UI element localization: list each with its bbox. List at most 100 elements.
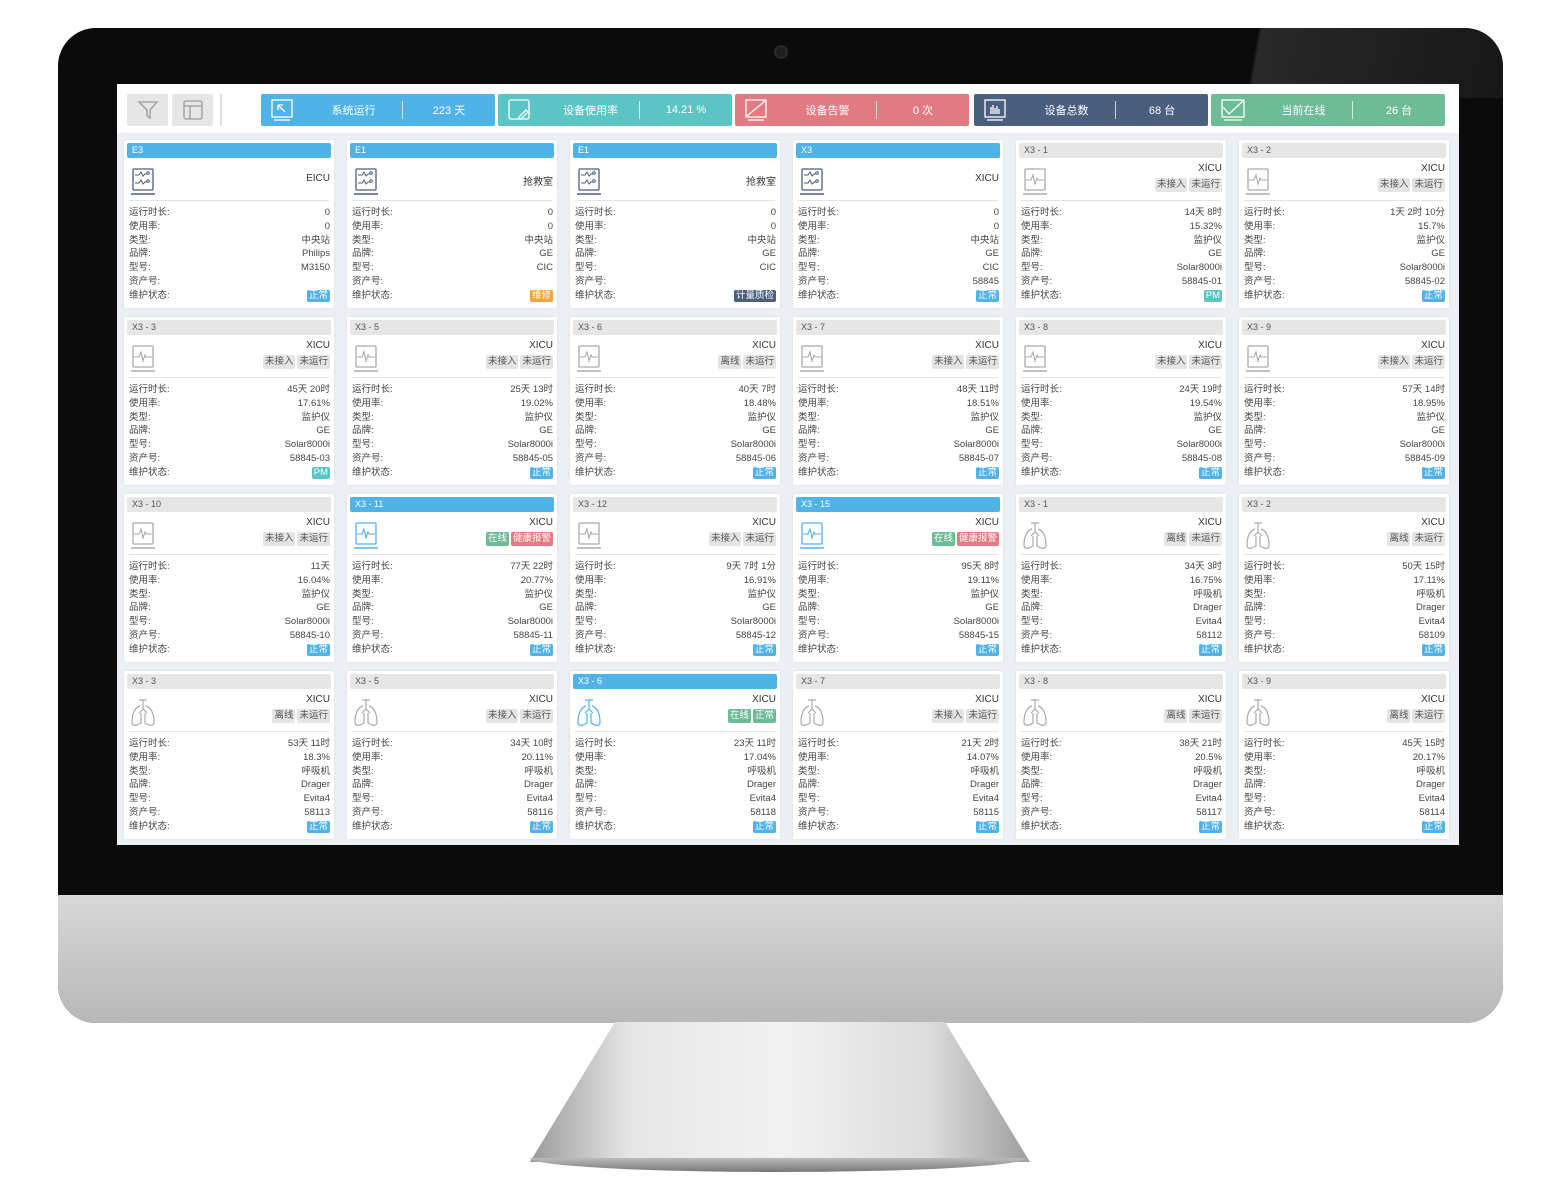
card-fields: 运行时长: 34天 10时 使用率: 20.11% 类型: 呼吸机 品牌: Drager 型号:… [352,737,553,834]
field-row: 使用率: 18.48% [575,397,776,411]
layout-button[interactable] [172,94,213,126]
card-fields: 运行时长: 0 使用率: 0 类型: 中央站 品牌: GE 型号: CIC 资产号: 维护状态: 维修 [352,206,553,303]
device-card[interactable]: E1 抢救室 运行时长: 0 使用率: 0 类型: 中央站 品牌: GE 型号: CIC 资产号: 维护状… [570,140,780,308]
field-row: 资产号: 58845-02 [1244,275,1445,289]
field-row: 型号: Solar8000i [1021,261,1222,275]
device-card[interactable]: X3 - 2 XICU 离线 未运行 运行时长: 50天 15时 使用率: 17.11% 类型:… [1239,494,1449,662]
field-value: 34天 10时 [510,738,553,749]
field-value: 58845 [972,275,999,287]
stat-label: 当前在线 [1281,105,1326,117]
device-card[interactable]: X3 - 8 XICU 未接入 未运行 运行时长: 24天 19时 使用率: 19.54% 类型… [1016,317,1226,485]
field-label: 使用率: [1021,397,1053,409]
device-card[interactable]: X3 - 7 XICU 未接入 未运行 运行时长: 21天 2时 使用率: 14.07% 类型:… [793,671,1003,839]
field-label: 资产号: [575,629,607,641]
field-label: 资产号: [798,806,830,818]
device-card[interactable]: X3 - 9 XICU 未接入 未运行 运行时长: 57天 14时 使用率: 18.95% 类型… [1239,317,1449,485]
field-label: 品牌: [575,779,597,791]
device-card[interactable]: X3 - 5 XICU 未接入 未运行 运行时长: 25天 13时 使用率: 19.02% 类型… [347,317,557,485]
device-card[interactable]: X3 XICU 运行时长: 0 使用率: 0 类型: 中央站 品牌: GE 型号: CIC 资产号: 58… [793,140,1003,308]
stat-tile[interactable]: 系统运行 223 天 [261,94,495,126]
field-row: 维护状态: 正常 [1244,289,1445,303]
maintenance-status-badge: 正常 [752,643,776,656]
field-label: 类型: [575,765,597,777]
field-value: GE [1431,425,1445,437]
field-value: 16.91% [743,574,776,586]
field-label: 维护状态: [575,820,616,832]
stat-tile[interactable]: 当前在线 26 台 [1211,94,1445,126]
field-value: Evita4 [1195,616,1222,628]
field-label: 品牌: [129,602,151,614]
device-card[interactable]: X3 - 6 XICU 离线 未运行 运行时长: 40天 7时 使用率: 18.48% 类型: 监… [570,317,780,485]
field-row: 品牌: Drager [798,778,999,792]
field-row: 使用率: 20.17% [1244,751,1445,765]
status-tag: 未运行 [297,355,330,369]
status-tag: 未运行 [520,355,553,369]
device-card[interactable]: X3 - 15 XICU 在线 健康报警 运行时长: 95天 8时 使用率: 19.11% 类型… [793,494,1003,662]
device-card[interactable]: X3 - 5 XICU 未接入 未运行 运行时长: 34天 10时 使用率: 20.11% 类型… [347,671,557,839]
field-row: 资产号: 58845-03 [129,452,330,466]
field-value: 58845-09 [1404,452,1445,464]
maintenance-status-badge: 正常 [1421,820,1445,833]
status-tag: 未接入 [708,532,742,546]
device-card[interactable]: X3 - 3 XICU 未接入 未运行 运行时长: 45天 20时 使用率: 17.61% 类型… [124,317,334,485]
stat-divider [1115,101,1116,119]
device-card[interactable]: X3 - 7 XICU 未接入 未运行 运行时长: 48天 11时 使用率: 18.51% 类型… [793,317,1003,485]
device-card[interactable]: X3 - 8 XICU 离线 未运行 运行时长: 38天 21时 使用率: 20.5% 类型: 呼… [1016,671,1226,839]
device-card[interactable]: X3 - 12 XICU 未接入 未运行 运行时长: 9天 7时 1分 使用率: 16.91%… [570,494,780,662]
status-tag: 未接入 [262,532,296,546]
card-title: X3 - 9 [1242,674,1446,689]
field-value: 0 [993,220,999,232]
card-divider [1021,554,1221,555]
field-row: 资产号: [575,275,776,289]
field-label: 类型: [129,588,151,600]
status-tags: 离线 未运行 [1387,709,1445,723]
field-row: 资产号: [352,275,553,289]
device-card[interactable]: X3 - 1 XICU 未接入 未运行 运行时长: 14天 8时 使用率: 15.32% 类型:… [1016,140,1226,308]
status-tags: 在线 健康报警 [485,532,553,546]
maintenance-status-badge: 正常 [306,643,330,656]
card-title: X3 - 12 [573,497,777,512]
field-row: 维护状态: 正常 [129,643,330,657]
field-value: GE [316,425,330,437]
device-card[interactable]: X3 - 10 XICU 未接入 未运行 运行时长: 11天 使用率: 16.04% 类型: 监护… [124,494,334,662]
maintenance-status-badge: 正常 [975,289,999,302]
maintenance-status-badge: 正常 [529,820,553,833]
status-tags: 未接入 未运行 [262,532,330,546]
card-fields: 运行时长: 95天 8时 使用率: 19.11% 类型: 监护仪 品牌: GE 型号: Solar… [798,560,999,657]
central-station-icon [799,167,825,197]
card-department: XICU [1198,163,1222,174]
field-label: 资产号: [1021,806,1053,818]
device-card[interactable]: X3 - 1 XICU 离线 未运行 运行时长: 34天 3时 使用率: 16.75% 类型: 呼… [1016,494,1226,662]
device-card[interactable]: X3 - 6 XICU 在线 正常 运行时长: 23天 11时 使用率: 17.04% 类型: 呼… [570,671,780,839]
card-department: EICU [306,173,330,184]
stat-divider [1352,101,1353,119]
stat-tile[interactable]: 设备使用率 14.21 % [498,94,732,126]
status-tag: 健康报警 [510,532,553,546]
field-value: 1天 2时 10分 [1390,207,1445,218]
status-tag: 未接入 [262,355,296,369]
device-card[interactable]: X3 - 9 XICU 离线 未运行 运行时长: 45天 15时 使用率: 20.17% 类型:… [1239,671,1449,839]
device-card[interactable]: X3 - 3 XICU 离线 未运行 运行时长: 53天 11时 使用率: 18.3% 类型: 呼… [124,671,334,839]
field-label: 型号: [129,439,151,451]
stat-tile[interactable]: 设备告警 0 次 [735,94,969,126]
device-card[interactable]: X3 - 2 XICU 未接入 未运行 运行时长: 1天 2时 10分 使用率: 15.7% 类… [1239,140,1449,308]
stat-tile[interactable]: 设备总数 68 台 [974,94,1208,126]
status-tag: 正常 [752,709,776,723]
filter-button[interactable] [127,94,168,126]
stat-label: 系统运行 [331,105,376,117]
field-label: 使用率: [1021,220,1053,232]
field-label: 资产号: [1021,629,1053,641]
device-card[interactable]: X3 - 11 XICU 在线 健康报警 运行时长: 77天 22时 使用率: 20.77% 类… [347,494,557,662]
device-card[interactable]: E3 EICU 运行时长: 0 使用率: 0 类型: 中央站 品牌: Philips 型号: M315… [124,140,334,308]
field-row: 品牌: Drager [1021,778,1222,792]
field-label: 品牌: [575,248,597,260]
card-fields: 运行时长: 0 使用率: 0 类型: 中央站 品牌: GE 型号: CIC 资产号: 维护状态: 计量质… [575,206,776,303]
field-label: 资产号: [352,629,384,641]
field-row: 运行时长: 11天 [129,560,330,574]
field-label: 类型: [575,234,597,246]
field-label: 类型: [798,765,820,777]
field-row: 使用率: 18.3% [129,751,330,765]
device-card[interactable]: E1 抢救室 运行时长: 0 使用率: 0 类型: 中央站 品牌: GE 型号: CIC 资产号: 维护状… [347,140,557,308]
field-row: 运行时长: 45天 20时 [129,383,330,397]
card-divider [1244,377,1444,378]
